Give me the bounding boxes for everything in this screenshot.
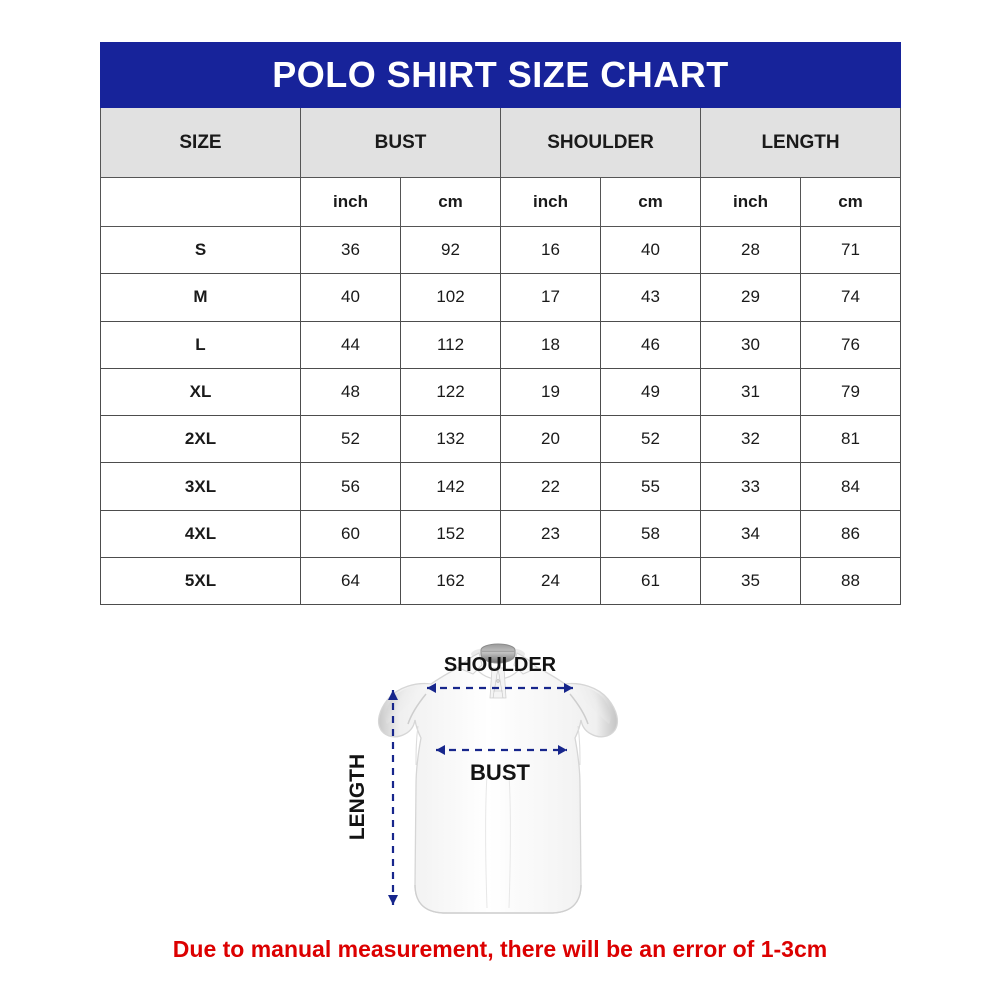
svg-text:BUST: BUST — [470, 760, 530, 785]
svg-text:LENGTH: LENGTH — [346, 754, 369, 840]
svg-text:SHOULDER: SHOULDER — [444, 654, 557, 676]
